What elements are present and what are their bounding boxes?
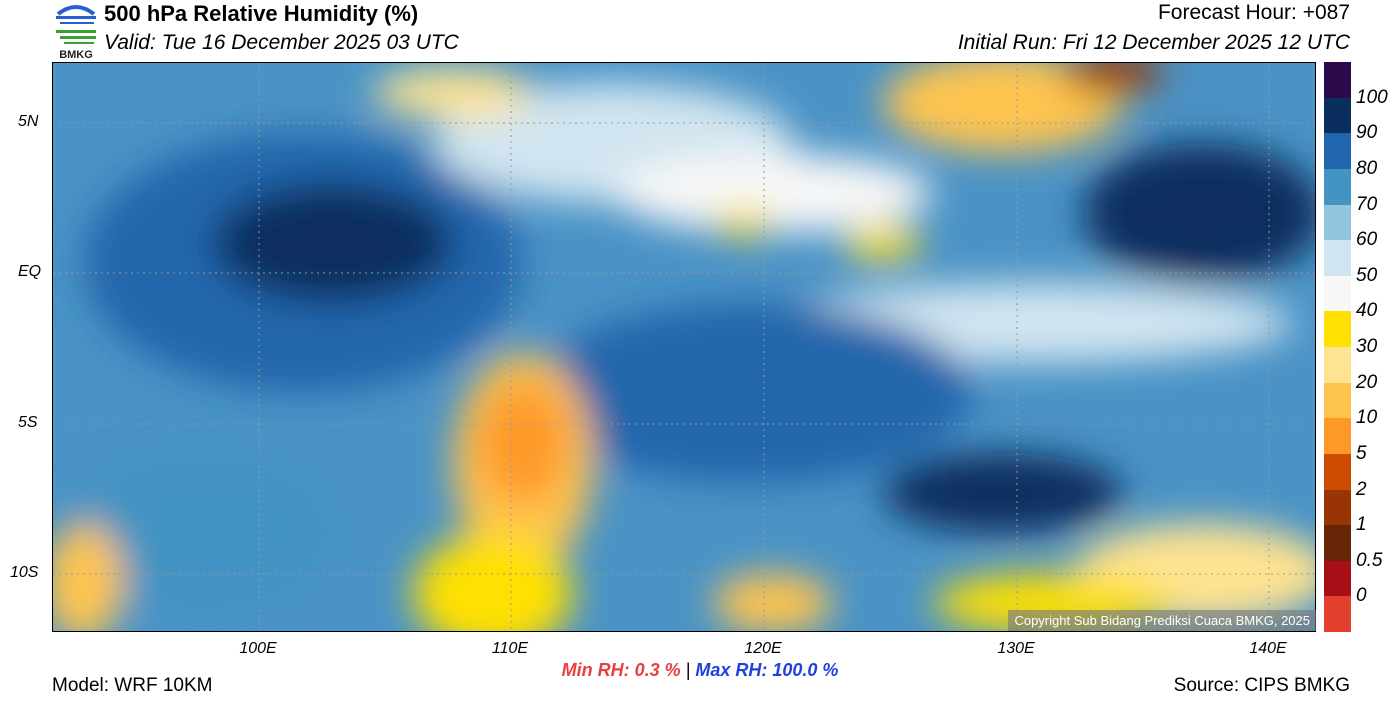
separator: | <box>685 660 691 680</box>
max-rh-label: Max RH: <box>695 660 768 680</box>
initial-run: Initial Run: Fri 12 December 2025 12 UTC <box>957 31 1350 54</box>
lon-tick: 100E <box>239 640 277 657</box>
source-label: Source: CIPS BMKG <box>1173 675 1350 696</box>
colorbar-label: 100 <box>1356 86 1388 108</box>
map-title: 500 hPa Relative Humidity (%) <box>104 1 419 26</box>
colorbar-swatch <box>1324 418 1351 454</box>
lat-tick: EQ <box>18 263 42 280</box>
colorbar-label: 50 <box>1356 264 1378 286</box>
colorbar-label: 80 <box>1356 157 1378 179</box>
colorbar-swatch <box>1324 133 1351 169</box>
humidity-map <box>52 62 1316 632</box>
colorbar-label: 20 <box>1356 371 1378 393</box>
colorbar-swatch <box>1324 240 1351 276</box>
colorbar-swatch <box>1324 453 1351 490</box>
min-rh-value: 0.3 % <box>634 660 681 680</box>
svg-text:BMKG: BMKG <box>59 49 93 60</box>
rh-stats: Min RH: 0.3 % | Max RH: 100.0 % <box>0 660 1400 681</box>
colorbar-label: 0.5 <box>1356 549 1383 571</box>
colorbar-label: 1 <box>1356 514 1367 536</box>
colorbar-swatch <box>1324 275 1351 312</box>
colorbar-label: 90 <box>1356 122 1378 144</box>
lon-tick: 120E <box>744 640 782 657</box>
max-rh-value: 100.0 % <box>772 660 839 680</box>
colorbar-swatch <box>1324 311 1351 347</box>
colorbar-swatch <box>1324 525 1351 561</box>
colorbar-swatch <box>1324 168 1351 205</box>
colorbar-swatch <box>1324 62 1351 98</box>
colorbar-swatch <box>1324 382 1351 419</box>
colorbar <box>1324 62 1351 632</box>
colorbar-swatch <box>1324 347 1351 383</box>
colorbar-label: 60 <box>1356 229 1378 251</box>
colorbar-label: 10 <box>1356 407 1378 429</box>
colorbar-label: 40 <box>1356 300 1378 322</box>
min-rh-label: Min RH: <box>561 660 630 680</box>
colorbar-swatch <box>1324 596 1351 632</box>
model-label: Model: WRF 10KM <box>52 675 213 696</box>
colorbar-label: 30 <box>1356 336 1378 357</box>
lat-tick: 5S <box>18 414 38 431</box>
colorbar-label: 5 <box>1356 442 1367 464</box>
bmkg-logo: BMKG <box>56 5 96 60</box>
colorbar-swatch <box>1324 560 1351 597</box>
colorbar-swatch <box>1324 97 1351 134</box>
copyright-notice: Copyright Sub Bidang Prediksi Cuaca BMKG… <box>1008 610 1316 631</box>
colorbar-label: 0 <box>1356 585 1367 607</box>
colorbar-swatch <box>1324 204 1351 241</box>
lat-tick: 5N <box>18 113 39 130</box>
colorbar-swatch <box>1324 489 1351 526</box>
valid-time: Valid: Tue 16 December 2025 03 UTC <box>104 31 459 54</box>
lon-tick: 130E <box>997 640 1035 657</box>
lat-tick: 10S <box>10 564 39 581</box>
colorbar-label: 2 <box>1356 478 1367 500</box>
colorbar-label: 70 <box>1356 193 1378 215</box>
forecast-hour: Forecast Hour: +087 <box>1157 1 1350 24</box>
lon-tick: 110E <box>491 640 529 657</box>
lon-tick: 140E <box>1249 640 1287 657</box>
